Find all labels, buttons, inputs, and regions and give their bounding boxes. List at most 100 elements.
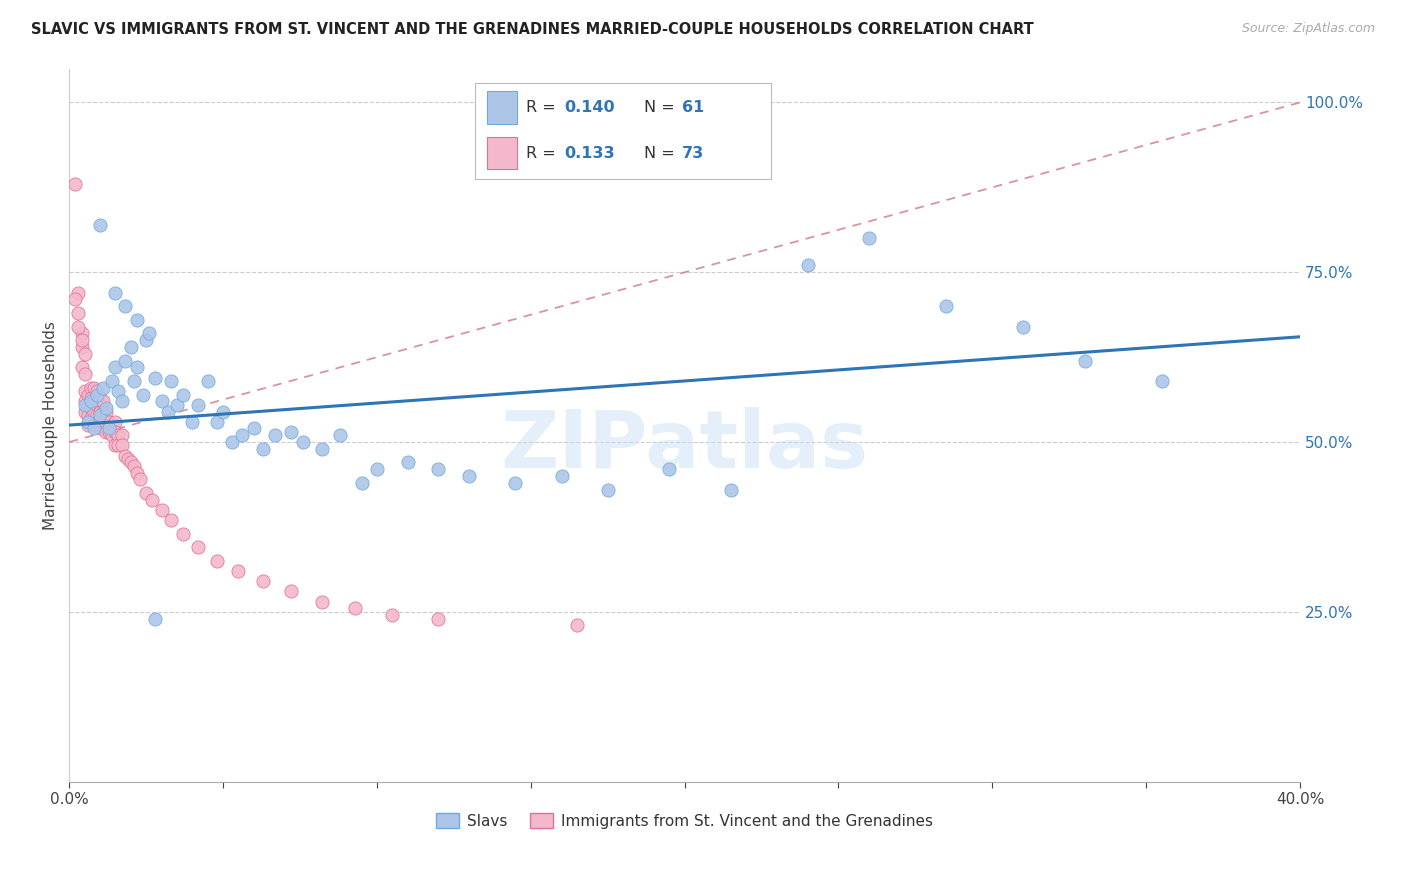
Point [280, 584, 302, 599]
Point [280, 425, 302, 439]
Point [122, 374, 145, 388]
Point [122, 458, 145, 473]
Point [80, 401, 103, 416]
Point [1150, 374, 1173, 388]
Point [86, 418, 108, 433]
Point [221, 435, 243, 450]
Point [135, 333, 157, 347]
Point [86, 408, 108, 422]
Text: Source: ZipAtlas.com: Source: ZipAtlas.com [1241, 22, 1375, 36]
Point [458, 469, 481, 483]
Point [427, 462, 450, 476]
Point [73, 394, 96, 409]
Point [76, 418, 98, 433]
Point [344, 601, 367, 615]
Point [83, 404, 105, 418]
Point [91, 404, 114, 418]
Point [138, 326, 160, 341]
Point [89, 408, 111, 422]
Point [67, 285, 90, 300]
Point [658, 462, 681, 476]
Point [76, 415, 98, 429]
Point [132, 387, 155, 401]
Point [107, 438, 129, 452]
Point [73, 404, 96, 418]
Point [73, 347, 96, 361]
Point [159, 374, 181, 388]
Point [181, 415, 204, 429]
Point [125, 360, 148, 375]
Point [104, 415, 127, 429]
Point [150, 394, 173, 409]
Point [83, 421, 105, 435]
Point [104, 438, 127, 452]
Point [104, 425, 127, 439]
Point [858, 231, 880, 245]
Point [366, 462, 388, 476]
Point [104, 285, 127, 300]
Point [205, 415, 228, 429]
Point [125, 313, 148, 327]
Point [796, 259, 818, 273]
Point [187, 398, 209, 412]
Point [228, 564, 250, 578]
Point [76, 408, 98, 422]
Point [80, 394, 103, 409]
Point [264, 428, 287, 442]
Point [86, 398, 108, 412]
Point [110, 438, 132, 452]
Point [76, 398, 98, 412]
Point [172, 526, 194, 541]
Point [98, 421, 121, 435]
Point [70, 340, 93, 354]
Point [91, 415, 114, 429]
Point [114, 299, 136, 313]
Y-axis label: Married-couple Households: Married-couple Households [44, 320, 58, 530]
Point [135, 486, 157, 500]
Point [114, 449, 136, 463]
Point [120, 455, 142, 469]
Point [596, 483, 619, 497]
Point [396, 455, 419, 469]
Point [101, 374, 124, 388]
Point [107, 384, 129, 398]
Point [96, 425, 118, 439]
Legend: Slavs, Immigrants from St. Vincent and the Grenadines: Slavs, Immigrants from St. Vincent and t… [430, 807, 939, 835]
Point [83, 394, 105, 409]
Point [427, 612, 450, 626]
Point [67, 319, 90, 334]
Point [65, 293, 87, 307]
Point [98, 425, 121, 439]
Point [935, 299, 957, 313]
Point [231, 428, 253, 442]
Point [381, 608, 404, 623]
Point [98, 415, 121, 429]
Point [125, 466, 148, 480]
Point [1073, 353, 1095, 368]
Point [156, 404, 179, 418]
Point [89, 218, 111, 232]
Point [252, 442, 274, 456]
Point [73, 398, 96, 412]
Point [145, 612, 167, 626]
Point [117, 452, 139, 467]
Point [70, 326, 93, 341]
Point [150, 503, 173, 517]
Point [107, 428, 129, 442]
Point [145, 370, 167, 384]
Point [96, 401, 118, 416]
Point [311, 442, 333, 456]
Point [76, 387, 98, 401]
Point [550, 469, 572, 483]
Point [172, 387, 194, 401]
Point [350, 475, 373, 490]
Point [80, 411, 103, 425]
Point [311, 595, 333, 609]
Point [104, 360, 127, 375]
Point [1012, 319, 1035, 334]
Text: SLAVIC VS IMMIGRANTS FROM ST. VINCENT AND THE GRENADINES MARRIED-COUPLE HOUSEHOL: SLAVIC VS IMMIGRANTS FROM ST. VINCENT AN… [31, 22, 1033, 37]
Point [114, 353, 136, 368]
Point [89, 398, 111, 412]
Point [83, 381, 105, 395]
Point [329, 428, 352, 442]
